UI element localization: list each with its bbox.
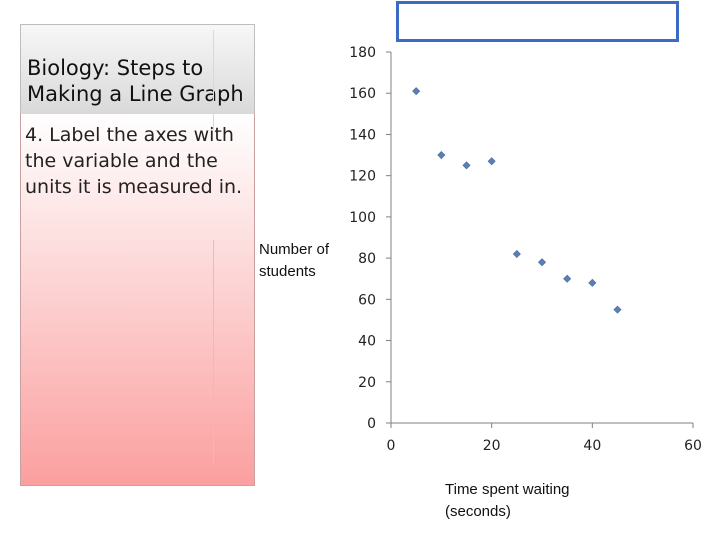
- data-point: [512, 249, 521, 259]
- slide-title-line-2: Making a Line Graph: [27, 82, 244, 106]
- y-tick-label: 0: [367, 416, 376, 432]
- y-tick-label: 180: [349, 45, 376, 61]
- slide-content-box: 4. Label the axes with the variable and …: [20, 114, 255, 486]
- data-point: [462, 161, 471, 170]
- x-tick-label: 60: [684, 438, 702, 454]
- data-point: [588, 278, 597, 287]
- slide-title: Biology: Steps to Making a Line Graph: [27, 55, 244, 107]
- y-tick-label: 60: [358, 292, 376, 308]
- divider-line-top: [213, 30, 214, 130]
- slide-title-line-1: Biology: Steps to: [27, 56, 204, 80]
- divider-line: [213, 240, 214, 465]
- step-text: 4. Label the axes with the variable and …: [25, 124, 243, 198]
- x-tick-label: 20: [483, 438, 501, 454]
- y-tick-label: 40: [358, 334, 376, 350]
- y-tick-label: 160: [349, 86, 376, 102]
- chart-title-placeholder[interactable]: [396, 1, 679, 42]
- x-tick-label: 0: [387, 438, 396, 454]
- data-point: [487, 157, 496, 166]
- x-axis-label: Time spent waiting (seconds): [445, 481, 570, 520]
- y-tick-label: 120: [349, 169, 376, 185]
- data-point: [537, 258, 547, 267]
- data-point: [437, 151, 446, 160]
- x-tick-label: 40: [583, 438, 601, 454]
- data-point: [563, 274, 572, 283]
- y-tick-label: 20: [358, 375, 376, 391]
- data-point: [412, 87, 421, 96]
- y-tick-label: 140: [349, 127, 376, 143]
- slide-title-box: Biology: Steps to Making a Line Graph: [20, 24, 255, 114]
- y-axis-label: Number of students: [259, 241, 330, 280]
- y-tick-label: 100: [349, 210, 376, 226]
- y-tick-label: 80: [358, 251, 376, 267]
- data-point: [613, 305, 622, 314]
